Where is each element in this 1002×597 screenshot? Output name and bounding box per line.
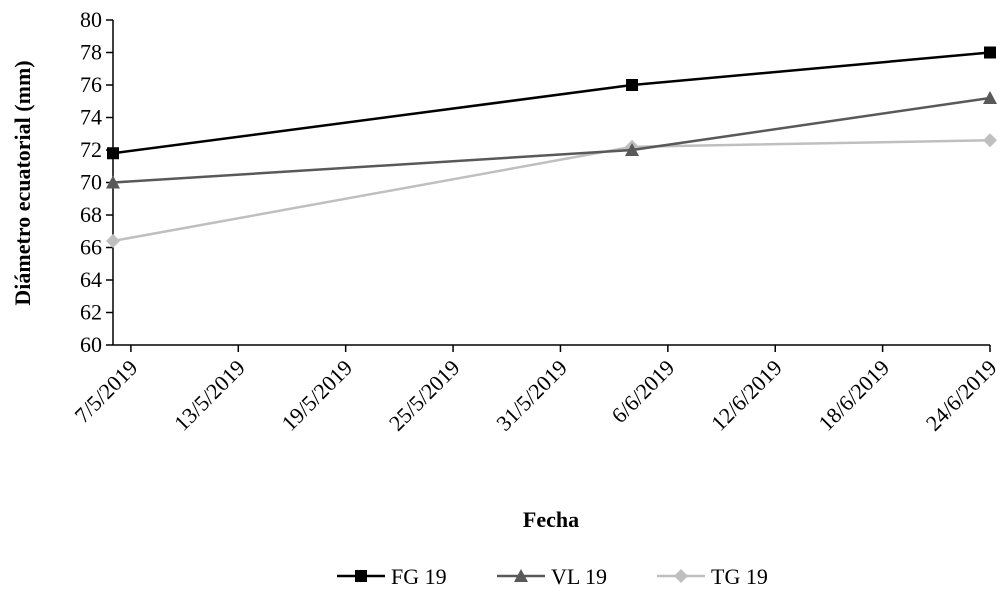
series-layer	[106, 46, 997, 248]
x-tick-label: 7/5/2019	[69, 355, 142, 428]
data-point-fg-19	[984, 46, 996, 59]
data-point-fg-19	[626, 79, 639, 91]
y-tick-label: 78	[80, 40, 102, 65]
legend-marker-fg-19	[355, 570, 367, 582]
y-tick-label: 76	[80, 72, 102, 97]
legend-marker-vl-19	[514, 569, 528, 582]
data-point-vl-19	[106, 175, 120, 189]
data-point-vl-19	[983, 91, 997, 104]
x-tick-label: 13/5/2019	[169, 355, 250, 436]
legend-item-vl-19: VL 19	[497, 564, 607, 589]
x-tick-label: 18/6/2019	[813, 355, 894, 436]
legend-item-fg-19: FG 19	[337, 564, 447, 589]
x-axis-title: Fecha	[523, 507, 579, 532]
x-tick-label: 31/5/2019	[491, 355, 572, 436]
y-tick-label: 66	[80, 235, 102, 260]
y-tick-label: 64	[80, 267, 102, 292]
y-tick-label: 74	[80, 105, 102, 130]
y-tick-label: 80	[80, 7, 102, 32]
y-tick-label: 68	[80, 202, 102, 227]
series-line-fg-19	[112, 51, 991, 155]
legend-label: TG 19	[711, 564, 768, 589]
data-point-fg-19	[107, 147, 119, 160]
y-tick-label: 60	[80, 332, 102, 357]
x-tick-label: 19/5/2019	[276, 355, 357, 436]
legend-label: FG 19	[391, 564, 447, 589]
y-tick-label: 72	[80, 137, 102, 162]
legend-marker-tg-19	[674, 569, 688, 583]
series-vl-19	[106, 91, 997, 189]
y-axis-title: Diámetro ecuatorial (mm)	[10, 60, 35, 305]
y-tick-label: 62	[80, 300, 102, 325]
legend-item-tg-19: TG 19	[657, 564, 768, 589]
legend-label: VL 19	[551, 564, 607, 589]
series-fg-19	[107, 46, 996, 160]
series-line-vl-19	[112, 96, 991, 184]
data-point-tg-19	[983, 133, 997, 148]
x-tick-label: 24/6/2019	[921, 355, 1002, 436]
legend: FG 19 VL 19 TG 19	[337, 564, 768, 589]
data-point-tg-19	[106, 234, 120, 248]
axes: 60 62 64 66 68 70 72 74 76 78 80 7/5/2019 13/5/2019 1…	[69, 7, 1001, 436]
x-tick-label: 12/6/2019	[706, 355, 787, 436]
x-tick-label: 6/6/2019	[606, 355, 679, 428]
series-tg-19	[106, 133, 997, 248]
x-tick-label: 25/5/2019	[384, 355, 465, 436]
y-tick-label: 70	[80, 170, 102, 195]
data-point-vl-19	[625, 143, 640, 156]
